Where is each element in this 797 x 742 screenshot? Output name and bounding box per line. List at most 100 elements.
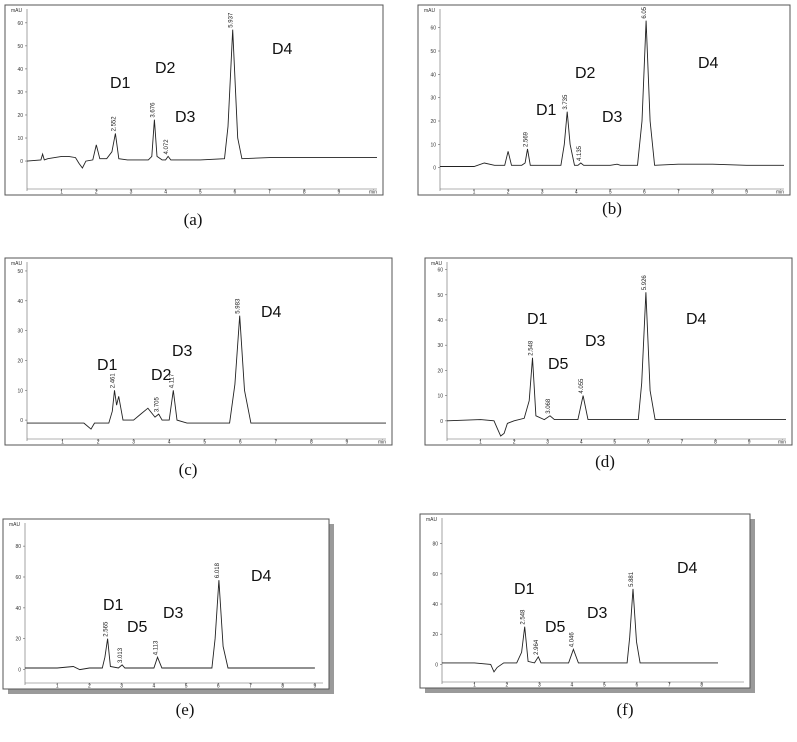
peak-label: 4.135 xyxy=(577,145,583,161)
x-tick-label: 9 xyxy=(337,190,340,196)
y-tick-label: 20 xyxy=(17,113,23,119)
x-tick-label: 1 xyxy=(60,190,63,196)
y-tick-label: 30 xyxy=(17,329,23,335)
y-tick-label: 0 xyxy=(20,159,23,165)
trace xyxy=(27,315,386,430)
peak-label: 2.548 xyxy=(529,340,535,356)
compound-label: D4 xyxy=(686,311,707,328)
x-tick-label: 6 xyxy=(635,683,638,689)
panel-label: (d) xyxy=(595,452,615,471)
compound-label: D3 xyxy=(587,605,608,622)
y-tick-label: 50 xyxy=(437,293,443,299)
x-tick-label: 7 xyxy=(681,440,684,446)
y-unit: mAU xyxy=(11,261,23,267)
y-tick-label: 50 xyxy=(430,49,436,55)
peak-label: 4.072 xyxy=(164,139,170,155)
peak-label: 4.046 xyxy=(569,632,575,648)
peak-label: 3.735 xyxy=(563,94,569,110)
peak-label: 2.565 xyxy=(104,621,110,637)
x-tick-label: 1 xyxy=(473,683,476,689)
compound-label: D1 xyxy=(536,102,557,119)
peak-label: 3.013 xyxy=(118,647,124,663)
x-tick-label: 8 xyxy=(310,440,313,446)
x-tick-label: 6 xyxy=(217,684,220,690)
y-tick-label: 20 xyxy=(430,119,436,125)
panel-frame xyxy=(424,257,793,446)
panel-label: (b) xyxy=(602,199,622,218)
y-tick-label: 80 xyxy=(432,542,438,548)
y-unit: mAU xyxy=(9,522,21,528)
trace xyxy=(25,580,315,671)
peak-label: 2.552 xyxy=(111,116,117,132)
panel-label: (f) xyxy=(617,700,634,719)
x-tick-label: 2 xyxy=(97,440,100,446)
y-tick-label: 60 xyxy=(437,268,443,274)
y-tick-label: 0 xyxy=(433,166,436,172)
x-tick-label: 8 xyxy=(700,683,703,689)
panel-frame xyxy=(2,518,330,690)
peak-label: 5.937 xyxy=(229,12,235,28)
x-tick-label: 5 xyxy=(199,190,202,196)
x-unit: min xyxy=(778,440,786,446)
trace xyxy=(440,20,784,167)
compound-label: D4 xyxy=(251,568,272,585)
y-tick-label: 60 xyxy=(17,21,23,27)
y-tick-label: 40 xyxy=(432,602,438,608)
x-tick-label: 6 xyxy=(643,190,646,196)
compound-label: D3 xyxy=(602,109,623,126)
x-tick-label: 7 xyxy=(677,190,680,196)
panel-label: (c) xyxy=(179,460,198,479)
peak-label: 3.676 xyxy=(150,102,156,118)
x-tick-label: 4 xyxy=(575,190,578,196)
y-unit: mAU xyxy=(426,517,438,523)
x-tick-label: 9 xyxy=(346,440,349,446)
panel-frame xyxy=(417,4,791,196)
y-tick-label: 20 xyxy=(432,632,438,638)
x-tick-label: 3 xyxy=(130,190,133,196)
y-tick-label: 10 xyxy=(437,394,443,400)
peak-label: 5.926 xyxy=(642,275,648,291)
compound-label: D5 xyxy=(548,356,569,373)
peak-label: 6.018 xyxy=(215,562,221,578)
x-tick-label: 1 xyxy=(473,190,476,196)
x-tick-label: 4 xyxy=(168,440,171,446)
y-tick-label: 30 xyxy=(430,96,436,102)
trace xyxy=(446,292,786,437)
compound-label: D3 xyxy=(175,109,196,126)
x-tick-label: 6 xyxy=(239,440,242,446)
compound-label: D2 xyxy=(151,367,172,384)
x-tick-label: 2 xyxy=(88,684,91,690)
x-tick-label: 5 xyxy=(185,684,188,690)
compound-label: D4 xyxy=(677,560,698,577)
x-tick-label: 3 xyxy=(546,440,549,446)
compound-label: D5 xyxy=(127,619,148,636)
y-tick-label: 30 xyxy=(17,90,23,96)
y-tick-label: 10 xyxy=(17,136,23,142)
panel-label: (a) xyxy=(184,210,203,229)
y-tick-label: 60 xyxy=(432,572,438,578)
y-tick-label: 0 xyxy=(18,668,21,674)
x-tick-label: 2 xyxy=(507,190,510,196)
peak-label: 3.705 xyxy=(155,396,161,412)
x-tick-label: 2 xyxy=(95,190,98,196)
y-tick-label: 0 xyxy=(435,662,438,668)
x-tick-label: 1 xyxy=(61,440,64,446)
peak-label: 4.055 xyxy=(579,378,585,394)
compound-label: D1 xyxy=(514,581,535,598)
x-tick-label: 4 xyxy=(571,683,574,689)
x-tick-label: 9 xyxy=(314,684,317,690)
trace xyxy=(26,29,377,169)
x-tick-label: 7 xyxy=(268,190,271,196)
y-tick-label: 40 xyxy=(430,72,436,78)
x-tick-label: 7 xyxy=(249,684,252,690)
x-tick-label: 1 xyxy=(479,440,482,446)
y-unit: mAU xyxy=(431,261,443,267)
y-tick-label: 30 xyxy=(437,343,443,349)
peak-label: 2.569 xyxy=(523,131,529,147)
compound-label: D1 xyxy=(97,357,118,374)
x-unit: min xyxy=(369,190,377,196)
x-tick-label: 3 xyxy=(120,684,123,690)
x-unit: min xyxy=(776,190,784,196)
